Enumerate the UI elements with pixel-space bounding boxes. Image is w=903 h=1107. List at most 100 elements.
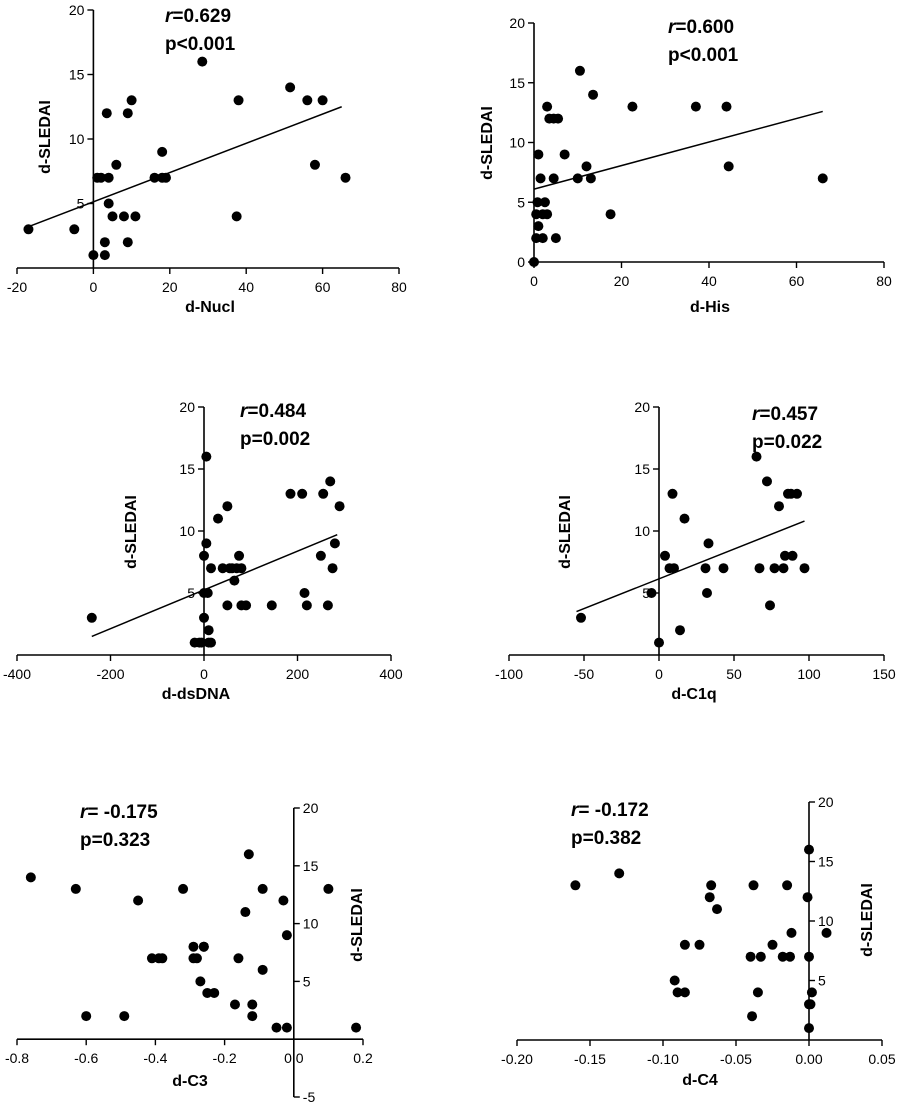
data-point bbox=[241, 600, 252, 611]
data-point bbox=[222, 600, 233, 611]
x-tick-label: 200 bbox=[286, 666, 310, 682]
y-tick-label: 20 bbox=[818, 794, 834, 810]
data-point bbox=[574, 65, 585, 76]
data-point bbox=[754, 563, 765, 574]
data-point bbox=[23, 224, 34, 235]
y-tick-label: 20 bbox=[69, 2, 85, 18]
data-point bbox=[122, 108, 133, 119]
panel-d-c4: -0.20 -0.15 -0.10 -0.05 0.00 0.05 5 10 15 20 d-C4 d… bbox=[501, 794, 896, 1089]
data-point bbox=[723, 161, 734, 172]
x-tick-label: -50 bbox=[574, 666, 594, 682]
data-point bbox=[805, 999, 816, 1010]
data-point bbox=[99, 250, 110, 261]
data-point bbox=[706, 880, 717, 891]
r-symbol: r bbox=[571, 800, 580, 821]
data-point bbox=[802, 892, 813, 903]
data-point bbox=[694, 939, 705, 950]
y-tick-label: 15 bbox=[69, 67, 85, 83]
x-tick-label: -0.15 bbox=[574, 1051, 606, 1067]
data-point bbox=[201, 538, 212, 549]
data-point bbox=[178, 883, 189, 894]
data-point bbox=[322, 600, 333, 611]
data-point bbox=[229, 999, 240, 1010]
data-point bbox=[99, 237, 110, 248]
data-point bbox=[107, 211, 118, 222]
panel-d-c1q: -100 -50 0 50 100 150 5 10 15 20 d-C1q d-SLEDAI r=0.… bbox=[495, 399, 896, 703]
data-point bbox=[745, 951, 756, 962]
data-point bbox=[25, 872, 36, 883]
data-point bbox=[804, 844, 814, 855]
r-statistic: r= -0.172 bbox=[571, 800, 649, 821]
x-tick-label: 50 bbox=[726, 666, 742, 682]
x-tick-label: 400 bbox=[379, 666, 403, 682]
data-point bbox=[133, 895, 144, 906]
y-tick-label: 5 bbox=[187, 585, 195, 601]
y-tick-label: 10 bbox=[179, 523, 195, 539]
data-point bbox=[199, 550, 209, 561]
x-tick-label: 60 bbox=[315, 279, 331, 295]
data-point bbox=[196, 637, 207, 648]
data-point bbox=[721, 101, 732, 112]
data-point bbox=[672, 987, 683, 998]
data-point bbox=[206, 563, 217, 574]
data-point bbox=[533, 221, 544, 232]
data-point bbox=[669, 975, 680, 986]
x-tick-label: 0.05 bbox=[868, 1051, 895, 1067]
r-statistic: r=0.629 bbox=[165, 6, 231, 27]
data-point bbox=[654, 637, 664, 648]
p-value: p<0.001 bbox=[668, 45, 739, 66]
p-value: p=0.382 bbox=[571, 828, 641, 849]
data-point bbox=[559, 149, 570, 160]
x-tick-label: 0.00 bbox=[795, 1051, 822, 1067]
data-point bbox=[799, 563, 810, 574]
x-tick-label: 0 bbox=[90, 279, 98, 295]
y-tick-label: 0 bbox=[517, 254, 525, 270]
data-point bbox=[755, 951, 766, 962]
y-axis-title: d-SLEDAI bbox=[859, 883, 876, 957]
regression-line bbox=[576, 520, 805, 613]
y-axis-title: d-SLEDAI bbox=[37, 100, 54, 174]
data-point bbox=[675, 625, 685, 636]
data-point bbox=[234, 550, 245, 561]
data-point bbox=[126, 95, 137, 106]
data-point bbox=[787, 550, 798, 561]
data-point bbox=[667, 488, 678, 499]
r-symbol: r bbox=[240, 401, 249, 422]
y-tick-label: 10 bbox=[69, 131, 85, 147]
data-point bbox=[548, 173, 559, 184]
regression-line bbox=[91, 534, 338, 638]
data-point bbox=[804, 1023, 814, 1034]
x-tick-label: -0.8 bbox=[5, 1050, 29, 1066]
data-point bbox=[201, 451, 212, 462]
data-point bbox=[605, 209, 616, 220]
data-point bbox=[588, 89, 599, 100]
data-point bbox=[257, 964, 268, 975]
data-point bbox=[351, 1022, 362, 1033]
data-point bbox=[806, 987, 817, 998]
y-tick-label: 15 bbox=[303, 858, 319, 874]
y-tick-label: 10 bbox=[303, 916, 319, 932]
data-point bbox=[278, 895, 289, 906]
data-point bbox=[202, 987, 213, 998]
data-point bbox=[199, 612, 209, 623]
p-value: p=0.323 bbox=[80, 830, 150, 851]
data-point bbox=[197, 56, 208, 67]
data-point bbox=[792, 488, 802, 499]
data-point bbox=[191, 953, 202, 964]
y-tick-label: 5 bbox=[77, 196, 85, 212]
data-point bbox=[301, 600, 312, 611]
data-point bbox=[285, 82, 296, 93]
data-point bbox=[119, 1011, 130, 1022]
panel-d-nucl: -20 0 20 40 60 80 5 10 15 20 d-Nucl d-SLEDAI r=0.629… bbox=[7, 2, 407, 316]
data-point bbox=[317, 95, 328, 106]
data-point bbox=[318, 488, 329, 499]
data-point bbox=[315, 550, 326, 561]
data-point bbox=[765, 600, 775, 611]
data-point bbox=[222, 501, 233, 512]
data-point bbox=[297, 488, 308, 499]
data-point bbox=[774, 501, 784, 512]
x-tick-label: 0 bbox=[530, 273, 538, 289]
data-point bbox=[718, 563, 729, 574]
data-point bbox=[777, 951, 788, 962]
data-point bbox=[679, 513, 690, 524]
